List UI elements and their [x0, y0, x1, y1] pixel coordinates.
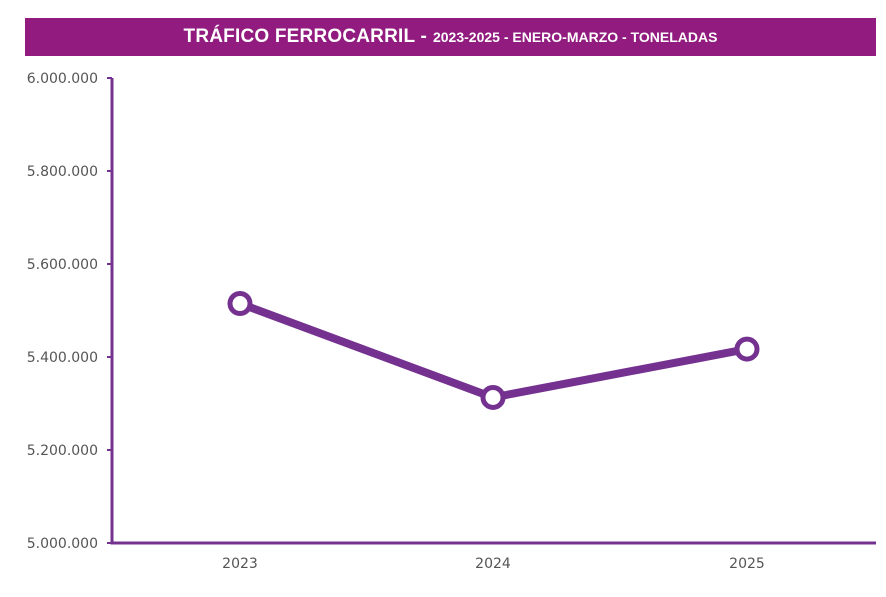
y-tick-label: 5.000.000 [27, 536, 98, 552]
chart-title: TRÁFICO FERROCARRIL - [183, 26, 427, 47]
chart-title-bar: TRÁFICO FERROCARRIL - 2023-2025 - ENERO-… [25, 18, 876, 56]
x-tick-label: 2025 [729, 556, 765, 572]
data-point-marker [734, 336, 760, 362]
x-tick-label: 2024 [475, 556, 511, 572]
y-tick-label: 5.400.000 [27, 350, 98, 366]
y-tick-label: 5.600.000 [27, 257, 98, 273]
chart-subtitle: 2023-2025 - ENERO-MARZO - TONELADAS [432, 29, 718, 45]
series-line [236, 299, 751, 402]
data-point-marker [480, 384, 506, 410]
y-tick-label: 5.200.000 [27, 443, 98, 459]
y-tick-label: 6.000.000 [27, 71, 98, 87]
y-tick-label: 5.800.000 [27, 164, 98, 180]
x-tick-label: 2023 [222, 556, 258, 572]
data-point-marker [227, 291, 253, 317]
